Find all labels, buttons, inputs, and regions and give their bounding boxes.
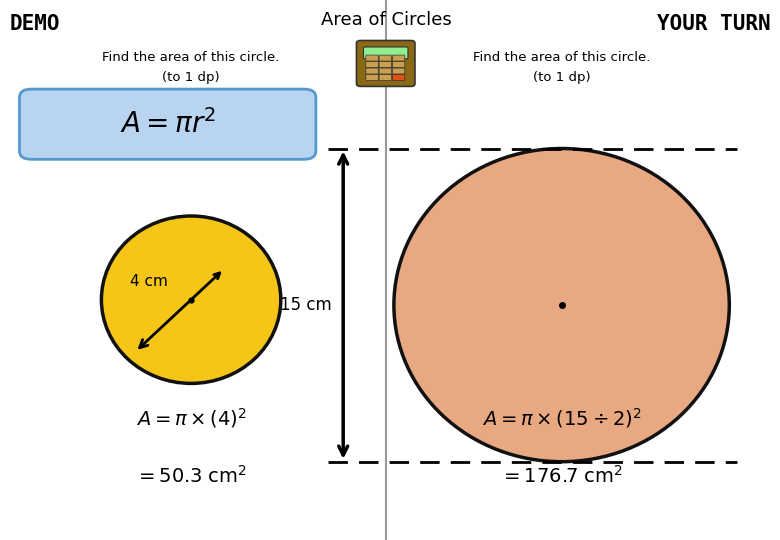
Text: $A = \pi \times (15 \div 2)^2$: $A = \pi \times (15 \div 2)^2$ <box>482 407 641 430</box>
FancyBboxPatch shape <box>392 62 405 68</box>
FancyBboxPatch shape <box>366 75 378 80</box>
FancyBboxPatch shape <box>379 68 392 74</box>
Text: YOUR TURN: YOUR TURN <box>657 14 771 33</box>
FancyBboxPatch shape <box>392 68 405 74</box>
Text: DEMO: DEMO <box>9 14 60 33</box>
FancyBboxPatch shape <box>366 62 378 68</box>
FancyBboxPatch shape <box>379 55 392 61</box>
Text: Area of Circles: Area of Circles <box>321 11 452 29</box>
Text: (to 1 dp): (to 1 dp) <box>162 71 220 84</box>
FancyBboxPatch shape <box>356 40 415 86</box>
FancyBboxPatch shape <box>392 75 405 80</box>
FancyBboxPatch shape <box>20 89 316 159</box>
Text: 4 cm: 4 cm <box>129 274 168 289</box>
FancyBboxPatch shape <box>366 68 378 74</box>
Ellipse shape <box>101 216 281 383</box>
Text: $A = \pi \times (4)^2$: $A = \pi \times (4)^2$ <box>136 407 246 430</box>
FancyBboxPatch shape <box>392 55 405 61</box>
Text: $= 50.3\;\mathrm{cm}^2$: $= 50.3\;\mathrm{cm}^2$ <box>135 465 247 487</box>
FancyBboxPatch shape <box>363 47 408 59</box>
Text: $A = \pi r^2$: $A = \pi r^2$ <box>119 109 216 139</box>
Text: 15 cm: 15 cm <box>280 296 332 314</box>
Ellipse shape <box>394 148 729 462</box>
Text: Find the area of this circle.: Find the area of this circle. <box>102 51 280 64</box>
Text: $= 176.7\;\mathrm{cm}^2$: $= 176.7\;\mathrm{cm}^2$ <box>500 465 623 487</box>
Text: Find the area of this circle.: Find the area of this circle. <box>473 51 651 64</box>
FancyBboxPatch shape <box>366 55 378 61</box>
FancyBboxPatch shape <box>379 75 392 80</box>
Text: (to 1 dp): (to 1 dp) <box>533 71 590 84</box>
FancyBboxPatch shape <box>379 62 392 68</box>
